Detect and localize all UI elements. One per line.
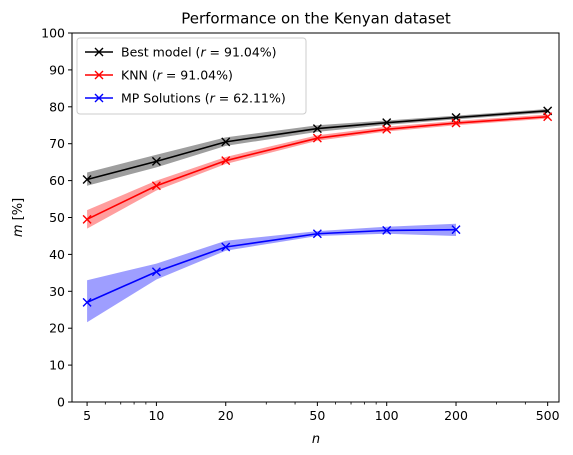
data-point-marker [312,124,322,134]
legend: Best model (r = 91.04%) KNN (r = 91.04%) M… [76,37,307,115]
confidence-bands [87,109,548,323]
data-point-marker [151,156,161,166]
legend-marker [94,70,104,80]
y-axis-label: m [%] [11,198,26,237]
y-tick-label: 70 [49,136,65,151]
y-tick-label: 100 [41,26,65,41]
series-line-2 [86,228,457,304]
data-point-marker [543,112,553,122]
data-point-marker [451,225,461,235]
x-axis-label: n [312,432,320,447]
data-point-marker [312,133,322,143]
y-tick-label: 20 [49,321,65,336]
x-tick-label: 500 [536,408,560,423]
data-point-marker [382,124,392,134]
legend-box [76,37,307,115]
chart-title: Performance on the Kenyan dataset [181,10,451,28]
x-tick-label: 20 [218,408,234,423]
data-point-marker [382,225,392,235]
data-point-marker [82,214,92,224]
x-tick-label: 10 [148,408,164,423]
y-tick-label: 10 [49,358,65,373]
series-markers [82,106,553,307]
y-axis-ticks: 0 10 20 30 40 50 60 70 80 90 100 [41,26,72,410]
data-point-marker [151,181,161,191]
y-tick-label: 90 [49,62,65,77]
y-tick-label: 40 [49,247,65,262]
x-tick-label: 50 [309,408,325,423]
series-line-1 [86,115,548,221]
data-point-marker [221,156,231,166]
series-band-2 [87,223,457,323]
data-point-marker [221,242,231,252]
y-tick-label: 60 [49,173,65,188]
data-point-marker [221,137,231,147]
y-tick-label: 80 [49,99,65,114]
x-axis-ticks: 5 10 20 50 100 200 500 [83,402,560,423]
legend-entry-label: MP Solutions (r = 62.11%) [121,91,286,106]
data-point-marker [382,118,392,128]
data-point-marker [82,297,92,307]
y-tick-label: 0 [57,395,65,410]
data-point-marker [451,118,461,128]
legend-entry-label: Best model (r = 91.04%) [121,45,277,60]
legend-marker [94,93,104,103]
y-tick-label: 50 [49,210,65,225]
legend-entry-label: KNN (r = 91.04%) [121,68,233,83]
x-tick-label: 200 [444,408,468,423]
legend-marker [94,47,104,57]
data-point-marker [82,174,92,184]
x-tick-label: 5 [83,408,91,423]
y-tick-label: 30 [49,284,65,299]
data-point-marker [151,267,161,277]
data-point-marker [312,229,322,239]
x-tick-label: 100 [375,408,399,423]
